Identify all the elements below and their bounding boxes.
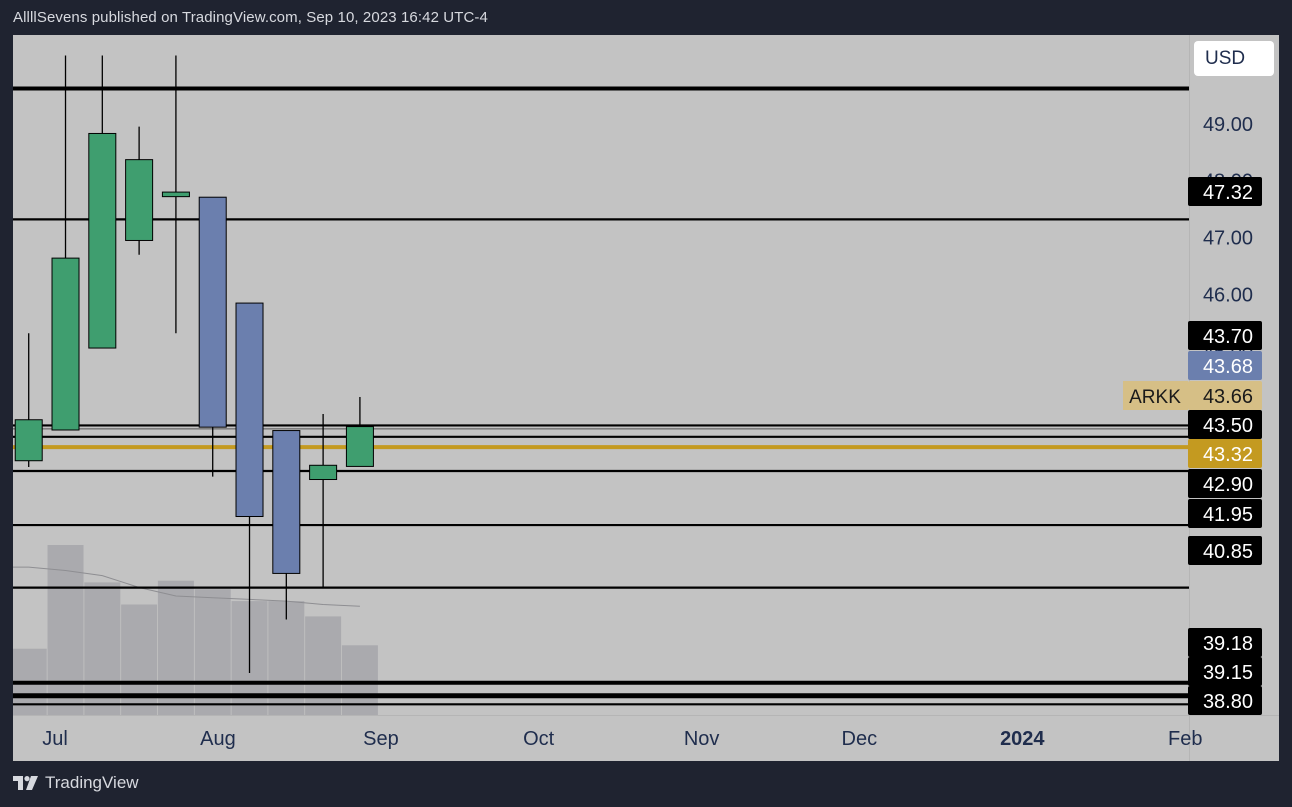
price-label-bg bbox=[1188, 628, 1262, 657]
footer-brand-label: TradingView bbox=[45, 773, 139, 792]
price-label-text: 39.18 bbox=[1203, 633, 1253, 655]
currency-button[interactable]: USD bbox=[1194, 41, 1274, 76]
price-label[interactable]: 42.90 bbox=[1188, 469, 1262, 498]
price-label-text: 40.85 bbox=[1203, 541, 1253, 563]
price-label-text: 47.32 bbox=[1203, 182, 1253, 204]
time-axis-label: Dec bbox=[842, 728, 878, 750]
price-label-bg bbox=[1188, 499, 1262, 528]
price-label-text: 39.15 bbox=[1203, 662, 1253, 684]
tradingview-logo-icon bbox=[13, 776, 39, 790]
price-label-text: 42.90 bbox=[1203, 474, 1253, 496]
candle-body[interactable] bbox=[198, 196, 227, 428]
price-label-text: 43.50 bbox=[1203, 415, 1253, 437]
price-label-text: 38.80 bbox=[1203, 691, 1253, 713]
price-label-text: 43.32 bbox=[1203, 444, 1253, 466]
price-label-bg bbox=[1188, 686, 1262, 715]
candle-body[interactable] bbox=[272, 430, 301, 574]
volume-ma-line bbox=[13, 566, 360, 607]
candle-body[interactable] bbox=[235, 302, 264, 518]
publish-header: AllllSevens published on TradingView.com… bbox=[13, 9, 488, 26]
time-axis-label: Oct bbox=[523, 728, 555, 750]
price-label[interactable]: 43.70 bbox=[1188, 321, 1262, 350]
price-label[interactable]: 43.68 bbox=[1188, 351, 1262, 380]
price-tick-label: 46.00 bbox=[1203, 285, 1253, 307]
price-label-bg bbox=[1188, 657, 1262, 686]
price-label-text: 41.95 bbox=[1203, 504, 1253, 526]
candle-body[interactable] bbox=[51, 257, 80, 431]
candle-body[interactable] bbox=[161, 191, 190, 198]
volume-bar bbox=[47, 545, 84, 715]
time-axis-label: Sep bbox=[363, 728, 399, 750]
price-label[interactable]: 38.80 bbox=[1188, 686, 1262, 715]
price-tick-label: 49.00 bbox=[1203, 114, 1253, 136]
price-label-bg bbox=[1188, 410, 1262, 439]
symbol-tag-text: ARKK bbox=[1129, 387, 1181, 408]
price-label-text: 43.66 bbox=[1203, 386, 1253, 408]
plot-layer bbox=[13, 55, 1189, 715]
volume-bar bbox=[121, 604, 158, 715]
time-axis-label: Jul bbox=[42, 728, 68, 750]
time-axis-label: Feb bbox=[1168, 728, 1202, 750]
price-chart[interactable]: 49.0048.0047.0046.0045.0040.0047.3243.70… bbox=[13, 35, 1279, 761]
volume-bar bbox=[84, 582, 121, 715]
price-label-bg bbox=[1188, 439, 1262, 468]
symbol-tag-bg bbox=[1123, 381, 1188, 410]
price-label[interactable]: 43.50 bbox=[1188, 410, 1262, 439]
footer-brand[interactable]: TradingView bbox=[13, 773, 139, 793]
candle-body[interactable] bbox=[88, 132, 117, 349]
price-label[interactable]: 47.32 bbox=[1188, 177, 1262, 206]
price-label-text: 43.68 bbox=[1203, 356, 1253, 378]
candle-body[interactable] bbox=[345, 426, 374, 467]
price-label-bg bbox=[1188, 321, 1262, 350]
time-axis-label: 2024 bbox=[1000, 728, 1045, 750]
price-label[interactable]: 40.85 bbox=[1188, 536, 1262, 565]
price-label[interactable]: 43.66 ARKK bbox=[1123, 381, 1262, 410]
price-label[interactable]: 41.95 bbox=[1188, 499, 1262, 528]
chart-area[interactable]: 49.0048.0047.0046.0045.0040.0047.3243.70… bbox=[13, 35, 1279, 761]
candle-body[interactable] bbox=[125, 159, 154, 241]
price-label-bg bbox=[1188, 177, 1262, 206]
price-label-bg bbox=[1188, 469, 1262, 498]
price-label-bg bbox=[1188, 351, 1262, 380]
volume-bar bbox=[157, 580, 194, 715]
time-axis-label: Aug bbox=[200, 728, 236, 750]
price-label-text: 43.70 bbox=[1203, 326, 1253, 348]
price-label[interactable]: 39.15 bbox=[1188, 657, 1262, 686]
time-axis-label: Nov bbox=[684, 728, 720, 750]
candle-body[interactable] bbox=[14, 419, 43, 462]
price-tick-label: 47.00 bbox=[1203, 228, 1253, 250]
price-label-bg bbox=[1188, 381, 1262, 410]
candle-body[interactable] bbox=[309, 464, 338, 481]
price-label-bg bbox=[1188, 536, 1262, 565]
volume-bar bbox=[305, 616, 342, 715]
price-label[interactable]: 39.18 bbox=[1188, 628, 1262, 657]
price-label[interactable]: 43.32 bbox=[1188, 439, 1262, 468]
